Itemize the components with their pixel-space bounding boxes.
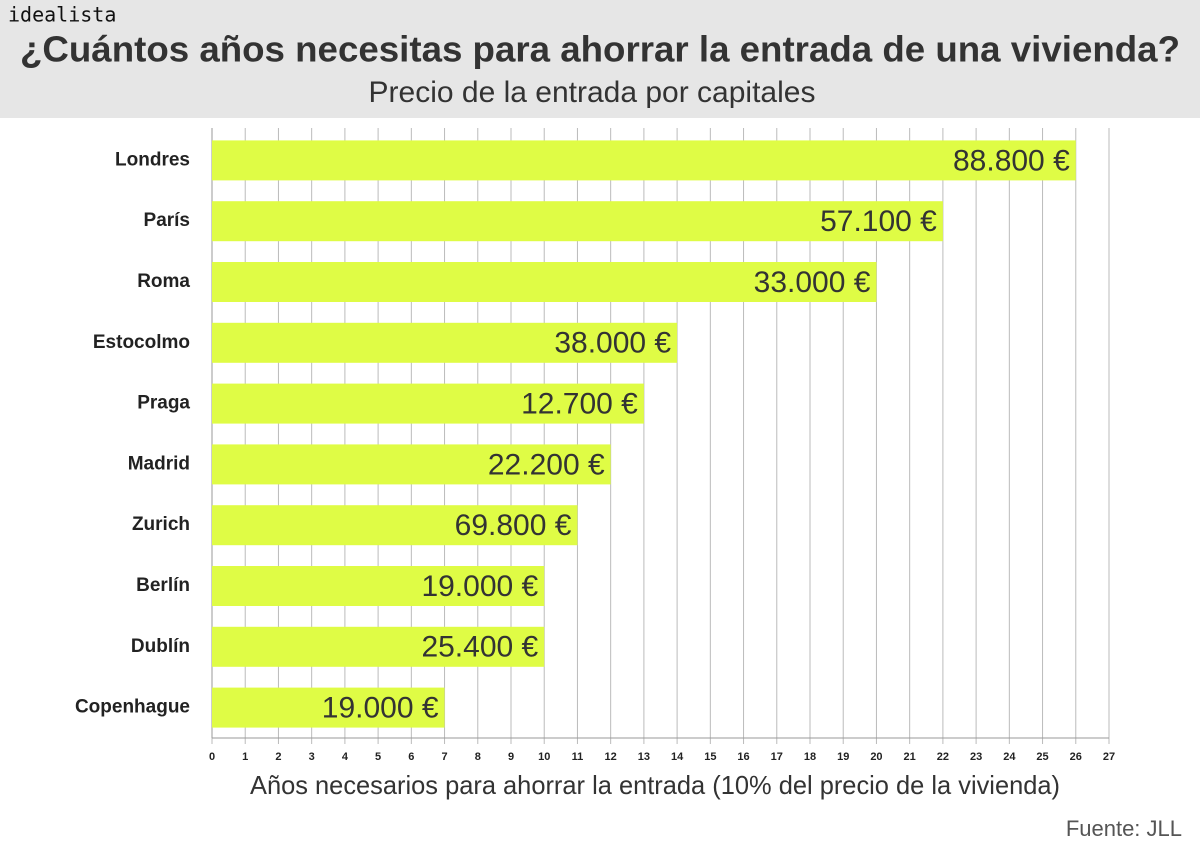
x-tick-label: 5 <box>375 751 381 763</box>
x-tick-label: 8 <box>475 751 481 763</box>
x-tick-label: 14 <box>671 751 684 763</box>
x-tick-label: 0 <box>209 751 215 763</box>
category-label: Berlín <box>136 575 190 596</box>
x-tick-label: 16 <box>737 751 749 763</box>
x-tick-label: 20 <box>870 751 882 763</box>
bar <box>212 505 578 546</box>
x-tick-label: 3 <box>309 751 315 763</box>
bar-label: 38.000 € <box>554 327 671 360</box>
x-tick-label: 27 <box>1103 751 1115 763</box>
x-tick-label: 15 <box>704 751 716 763</box>
bar-label: 57.100 € <box>820 205 937 238</box>
bar-label: 88.800 € <box>953 144 1070 177</box>
bar <box>212 687 445 728</box>
category-label: Madrid <box>128 453 190 474</box>
bar-label: 33.000 € <box>754 266 871 299</box>
x-tick-label: 18 <box>804 751 816 763</box>
x-tick-label: 21 <box>904 751 916 763</box>
x-tick-label: 10 <box>538 751 550 763</box>
category-label: Zurich <box>132 514 190 535</box>
category-label: Dublín <box>131 636 190 657</box>
x-tick-label: 25 <box>1036 751 1048 763</box>
x-tick-label: 23 <box>970 751 982 763</box>
x-tick-label: 24 <box>1003 751 1016 763</box>
x-tick-label: 4 <box>342 751 349 763</box>
bar-label: 19.000 € <box>322 692 439 725</box>
bar <box>212 201 943 242</box>
x-tick-label: 26 <box>1070 751 1082 763</box>
category-label: París <box>144 210 190 231</box>
bar <box>212 626 545 667</box>
bar <box>212 262 877 302</box>
x-tick-label: 9 <box>508 751 514 763</box>
source: Fuente: JLL <box>1066 816 1182 841</box>
x-tick-label: 2 <box>275 751 281 763</box>
x-axis-label: Años necesarios para ahorrar la entrada … <box>250 770 1060 800</box>
category-label: Copenhague <box>75 697 190 718</box>
x-tick-label: 17 <box>771 751 783 763</box>
bar <box>212 383 644 424</box>
chart-title: ¿Cuántos años necesitas para ahorrar la … <box>20 29 1180 70</box>
bar-label: 25.400 € <box>421 631 538 664</box>
bar-label: 19.000 € <box>421 570 538 603</box>
x-tick-label: 11 <box>572 751 584 763</box>
header-background <box>0 0 1200 118</box>
category-label: Praga <box>137 393 190 414</box>
x-tick-label: 6 <box>408 751 414 763</box>
x-tick-label: 13 <box>638 751 650 763</box>
bar-label: 69.800 € <box>455 509 572 542</box>
bar <box>212 140 1076 181</box>
bar <box>212 566 545 606</box>
bar-label: 22.200 € <box>488 448 605 481</box>
bar <box>212 444 611 485</box>
x-tick-label: 22 <box>937 751 949 763</box>
bar <box>212 322 678 363</box>
category-label: Estocolmo <box>93 332 190 353</box>
brand: idealista <box>8 3 116 27</box>
x-tick-label: 1 <box>242 751 248 763</box>
category-label: Roma <box>137 271 190 292</box>
category-label: Londres <box>115 149 190 170</box>
chart-subtitle: Precio de la entrada por capitales <box>369 76 816 109</box>
x-tick-label: 19 <box>837 751 849 763</box>
x-tick-label: 7 <box>441 751 447 763</box>
bar-label: 12.700 € <box>521 388 638 421</box>
x-tick-label: 12 <box>605 751 617 763</box>
